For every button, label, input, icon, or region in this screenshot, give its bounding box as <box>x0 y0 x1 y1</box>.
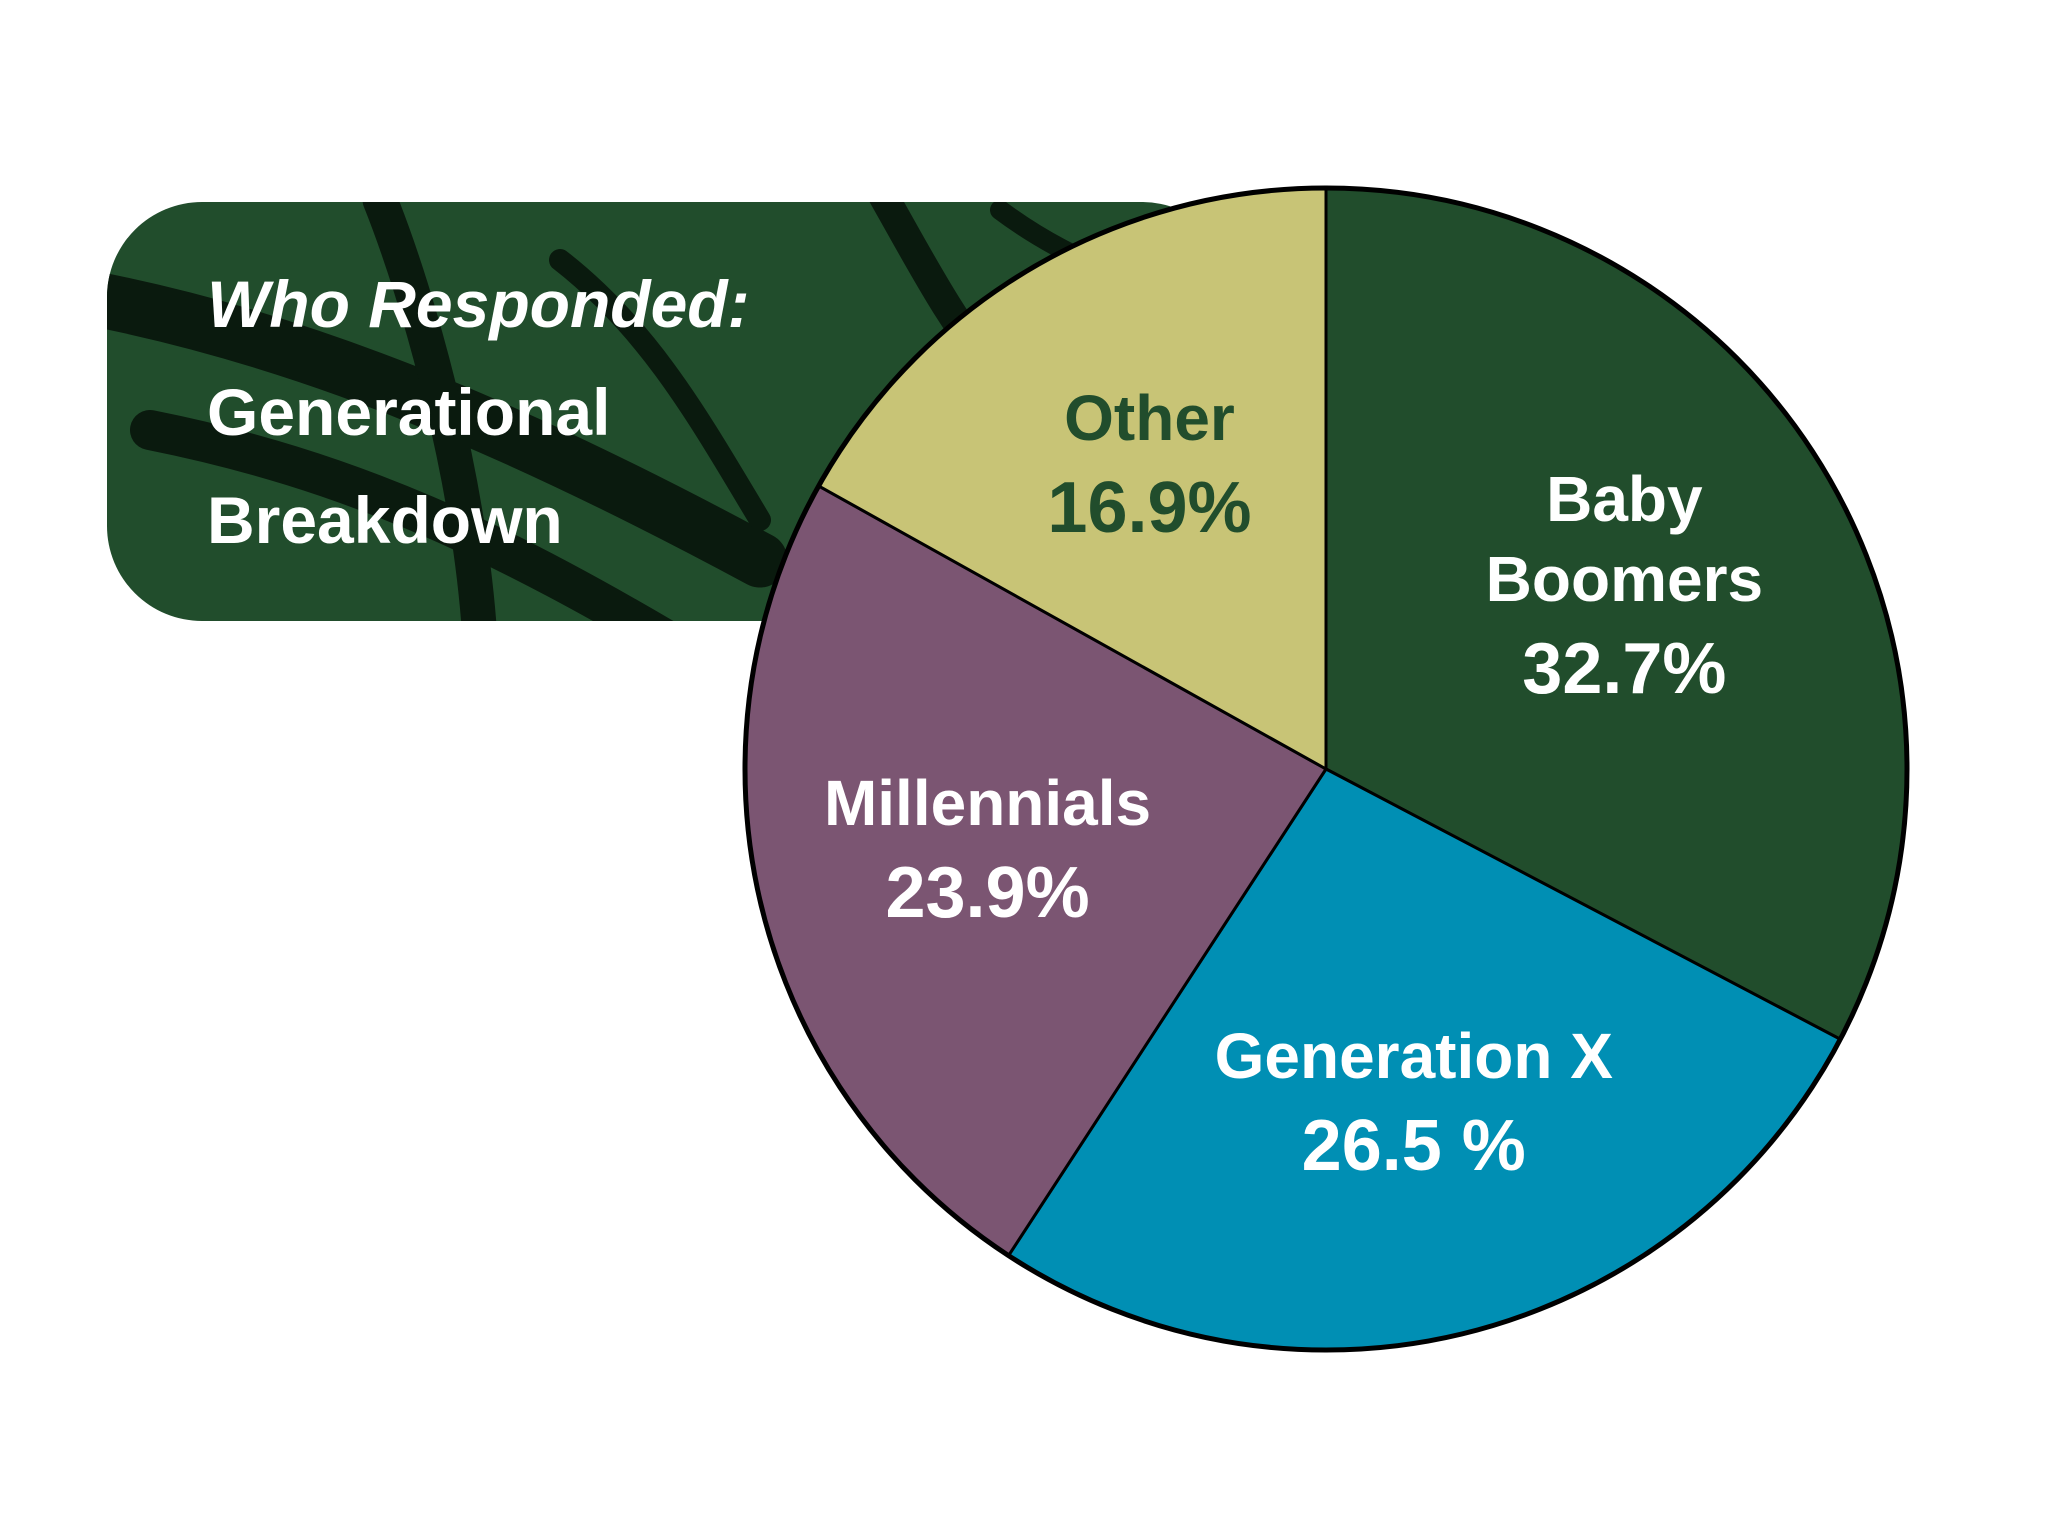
category-label: Other <box>1064 382 1235 455</box>
slice-label: Generation X 26.5 % <box>1154 1016 1674 1196</box>
pie-outline <box>742 185 1910 1353</box>
chart-title: Who Responded: <box>207 267 750 341</box>
slice-label: Other 16.9% <box>889 378 1409 558</box>
title-box: Who Responded: Generational Breakdown <box>207 250 807 574</box>
category-label: Millennials <box>823 766 1152 839</box>
category-label: Baby Boomers <box>1485 462 1764 615</box>
category-label: Generation X <box>1214 1020 1613 1093</box>
value-label: 32.7% <box>1522 628 1727 709</box>
value-label: 23.9% <box>885 852 1090 933</box>
chart-subtitle: Generational Breakdown <box>207 375 611 557</box>
slice-label: Millennials 23.9% <box>728 763 1248 943</box>
slice-label: Baby Boomers 32.7% <box>1424 459 1824 719</box>
value-label: 16.9% <box>1047 468 1252 549</box>
value-label: 26.5 % <box>1301 1106 1526 1187</box>
